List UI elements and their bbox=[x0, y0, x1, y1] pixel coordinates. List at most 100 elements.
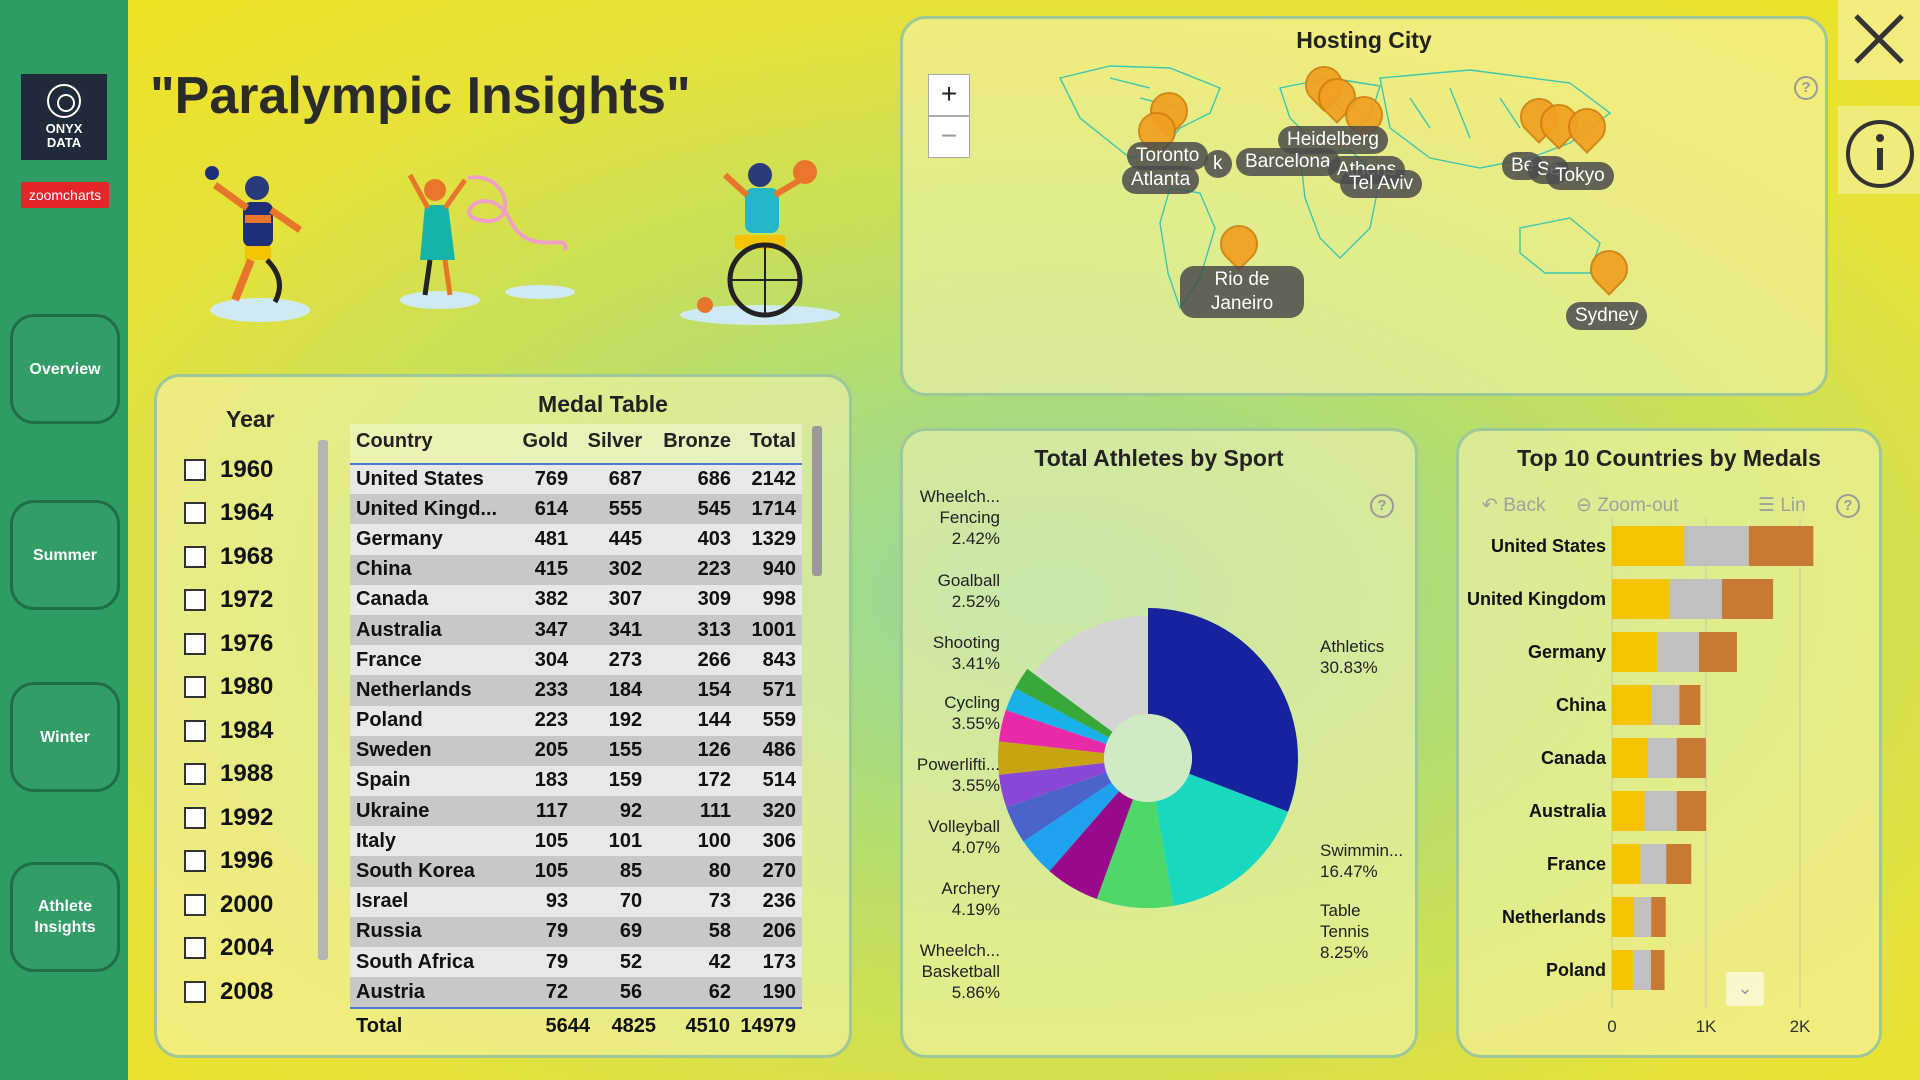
bar-segment[interactable] bbox=[1612, 897, 1634, 937]
bar-segment[interactable] bbox=[1612, 685, 1652, 725]
map-help-icon[interactable]: ? bbox=[1794, 76, 1818, 100]
bar-segment[interactable] bbox=[1651, 685, 1680, 725]
checkbox[interactable] bbox=[184, 850, 206, 873]
col-bronze[interactable]: Bronze bbox=[648, 424, 738, 464]
map-zoom-out-button[interactable]: − bbox=[928, 116, 970, 158]
table-row[interactable]: Russia 79 69 58 206 bbox=[350, 916, 802, 947]
table-row[interactable]: Sweden 205 155 126 486 bbox=[350, 735, 802, 766]
table-row[interactable]: South Korea 105 85 80 270 bbox=[350, 856, 802, 887]
checkbox[interactable] bbox=[184, 632, 206, 655]
nav-overview-button[interactable]: Overview bbox=[10, 314, 120, 424]
pie-slice[interactable] bbox=[1155, 773, 1289, 906]
pie-slice[interactable] bbox=[1148, 608, 1298, 812]
table-row[interactable]: Austria 72 56 62 190 bbox=[350, 977, 802, 1008]
checkbox[interactable] bbox=[184, 937, 206, 960]
checkbox[interactable] bbox=[184, 545, 206, 568]
table-row[interactable]: France 304 273 266 843 bbox=[350, 645, 802, 676]
bar-segment[interactable] bbox=[1612, 738, 1648, 778]
bar-segment[interactable] bbox=[1647, 738, 1677, 778]
table-scrollbar[interactable] bbox=[812, 426, 822, 576]
info-button[interactable] bbox=[1838, 106, 1920, 194]
close-button[interactable] bbox=[1838, 0, 1920, 80]
pie-slice[interactable] bbox=[1023, 782, 1120, 872]
bar-segment[interactable] bbox=[1640, 844, 1667, 884]
bar-segment[interactable] bbox=[1666, 844, 1692, 884]
bar-segment[interactable] bbox=[1721, 579, 1774, 619]
pie-slice-other[interactable] bbox=[1033, 616, 1148, 732]
col-silver[interactable]: Silver bbox=[574, 424, 649, 464]
checkbox[interactable] bbox=[184, 676, 206, 699]
col-total[interactable]: Total bbox=[737, 424, 802, 464]
table-row[interactable]: South Africa 79 52 42 173 bbox=[350, 947, 802, 978]
bar-segment[interactable] bbox=[1612, 791, 1645, 831]
table-row[interactable]: Germany 481 445 403 1329 bbox=[350, 524, 802, 555]
pie-help-icon[interactable]: ? bbox=[1370, 494, 1394, 518]
table-row[interactable]: Italy 105 101 100 306 bbox=[350, 826, 802, 857]
pie-slice[interactable] bbox=[998, 741, 1105, 775]
year-option[interactable]: 1968 bbox=[184, 535, 273, 579]
year-option[interactable]: 1972 bbox=[184, 579, 273, 623]
table-row[interactable]: Canada 382 307 309 998 bbox=[350, 584, 802, 615]
zoom-out-button[interactable]: ⊖ Zoom-out bbox=[1576, 494, 1679, 517]
year-option[interactable]: 1988 bbox=[184, 753, 273, 797]
map-zoom-in-button[interactable]: + bbox=[928, 74, 970, 116]
table-row[interactable]: China 415 302 223 940 bbox=[350, 554, 802, 585]
bar-segment[interactable] bbox=[1632, 950, 1652, 990]
bar-segment[interactable] bbox=[1699, 632, 1737, 672]
chevron-down-icon[interactable]: ⌄ bbox=[1726, 972, 1764, 1006]
table-row[interactable]: Australia 347 341 313 1001 bbox=[350, 614, 802, 646]
bar-segment[interactable] bbox=[1676, 738, 1706, 778]
bar-segment[interactable] bbox=[1669, 579, 1722, 619]
col-gold[interactable]: Gold bbox=[510, 424, 575, 464]
checkbox[interactable] bbox=[184, 589, 206, 612]
checkbox[interactable] bbox=[184, 980, 206, 1003]
bar-segment[interactable] bbox=[1676, 791, 1707, 831]
checkbox[interactable] bbox=[184, 719, 206, 742]
bar-segment[interactable] bbox=[1612, 950, 1633, 990]
table-row[interactable]: United States 769 687 686 2142 bbox=[350, 464, 802, 495]
pie-slice[interactable] bbox=[1006, 772, 1112, 842]
table-row[interactable]: United Kingd... 614 555 545 1714 bbox=[350, 494, 802, 525]
table-row[interactable]: Netherlands 233 184 154 571 bbox=[350, 675, 802, 706]
nav-summer-button[interactable]: Summer bbox=[10, 500, 120, 610]
nav-athlete-insights-button[interactable]: Athlete Insights bbox=[10, 862, 120, 972]
checkbox[interactable] bbox=[184, 502, 206, 525]
pie-slice[interactable] bbox=[1005, 688, 1110, 744]
year-option[interactable]: 1980 bbox=[184, 666, 273, 710]
bar-segment[interactable] bbox=[1679, 685, 1701, 725]
year-option[interactable]: 1996 bbox=[184, 840, 273, 884]
bar-segment[interactable] bbox=[1651, 950, 1665, 990]
bar-segment[interactable] bbox=[1612, 844, 1641, 884]
pie-slice[interactable] bbox=[1015, 668, 1113, 738]
bar-segment[interactable] bbox=[1644, 791, 1677, 831]
year-option[interactable]: 1964 bbox=[184, 492, 273, 536]
table-row[interactable]: Poland 223 192 144 559 bbox=[350, 705, 802, 736]
checkbox[interactable] bbox=[184, 893, 206, 916]
pie-chart[interactable] bbox=[900, 428, 1418, 1058]
pie-slice[interactable] bbox=[1049, 791, 1133, 899]
bar-segment[interactable] bbox=[1612, 632, 1658, 672]
back-button[interactable]: ↶ Back bbox=[1482, 494, 1545, 517]
bar-help-icon[interactable]: ? bbox=[1836, 494, 1860, 518]
col-country[interactable]: Country bbox=[350, 424, 510, 464]
year-option[interactable]: 2008 bbox=[184, 970, 273, 1014]
table-row[interactable]: Ukraine 117 92 111 320 bbox=[350, 796, 802, 827]
bar-segment[interactable] bbox=[1633, 897, 1652, 937]
checkbox[interactable] bbox=[184, 806, 206, 829]
bar-segment[interactable] bbox=[1684, 526, 1749, 566]
year-option[interactable]: 1992 bbox=[184, 796, 273, 840]
checkbox[interactable] bbox=[184, 458, 206, 481]
bar-segment[interactable] bbox=[1612, 579, 1670, 619]
pie-slice[interactable] bbox=[998, 710, 1107, 754]
year-option[interactable]: 1976 bbox=[184, 622, 273, 666]
table-row[interactable]: Israel 93 70 73 236 bbox=[350, 886, 802, 917]
bar-segment[interactable] bbox=[1748, 526, 1814, 566]
table-row[interactable]: Spain 183 159 172 514 bbox=[350, 765, 802, 797]
bar-segment[interactable] bbox=[1657, 632, 1700, 672]
year-option[interactable]: 2000 bbox=[184, 883, 273, 927]
bar-chart[interactable]: 0 1K 2K United States United Kingdom Germany C… bbox=[1456, 428, 1882, 1058]
year-option[interactable]: 1960 bbox=[184, 448, 273, 492]
bar-segment[interactable] bbox=[1651, 897, 1666, 937]
bar-segment[interactable] bbox=[1612, 526, 1685, 566]
year-option[interactable]: 2004 bbox=[184, 927, 273, 971]
